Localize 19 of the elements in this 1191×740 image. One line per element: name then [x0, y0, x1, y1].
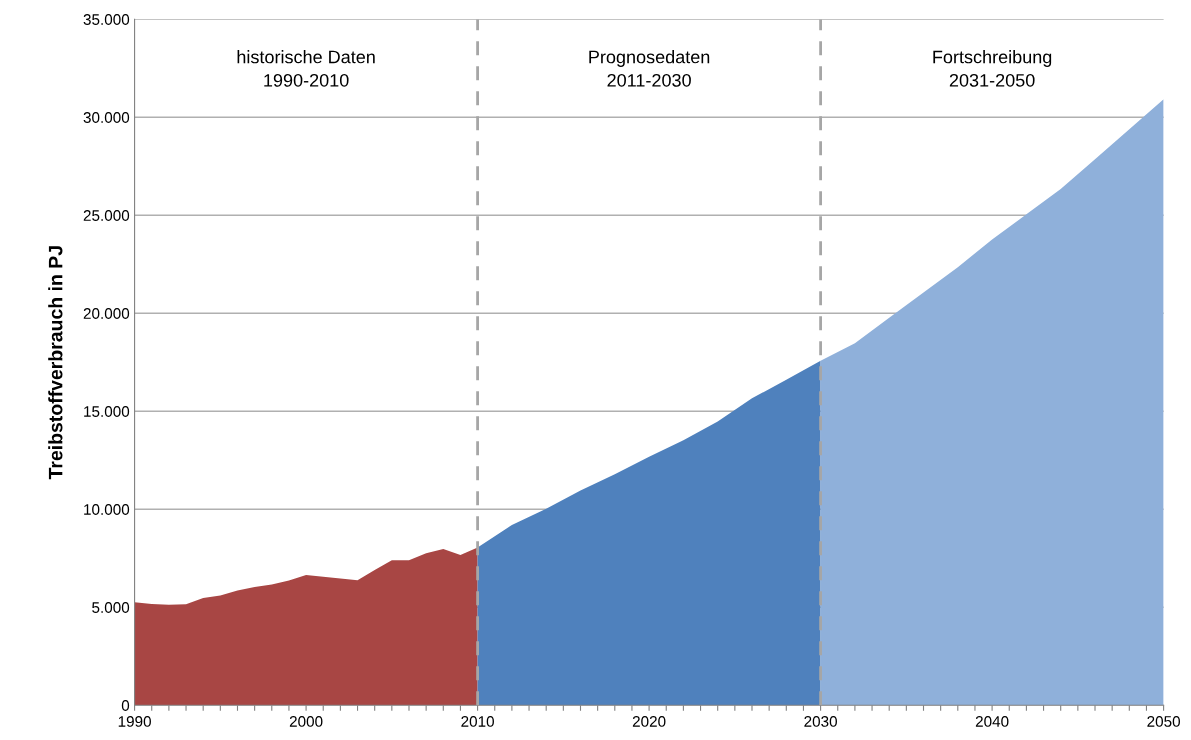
x-tick-label: 2040	[975, 716, 1009, 727]
y-tick-label: 5.000	[92, 602, 130, 613]
y-tick-label: 10.000	[84, 504, 130, 515]
y-tick-label: 20.000	[83, 308, 130, 319]
y-tick-label: 35.000	[83, 14, 130, 25]
x-tick-label: 2030	[804, 716, 837, 727]
x-tick-label: 2010	[461, 716, 494, 727]
x-tick-label: 2050	[1147, 716, 1180, 727]
x-tick-label: 1990	[118, 716, 151, 727]
y-tick-label: 0	[121, 700, 130, 711]
annotation: Fortschreibung 2031-2050	[933, 50, 1052, 87]
y-tick-label: 15.000	[84, 406, 130, 417]
x-tick-label: 2020	[632, 716, 666, 727]
y-axis-title: Treibstoffverbrauch in PJ	[48, 246, 63, 480]
y-tick-label: 30.000	[83, 112, 130, 123]
y-tick-label: 25.000	[83, 210, 130, 221]
annotation: historische Daten 1990-2010	[237, 50, 375, 87]
x-tick-label: 2000	[289, 716, 323, 727]
annotation: Prognosedaten 2011-2030	[589, 50, 710, 87]
